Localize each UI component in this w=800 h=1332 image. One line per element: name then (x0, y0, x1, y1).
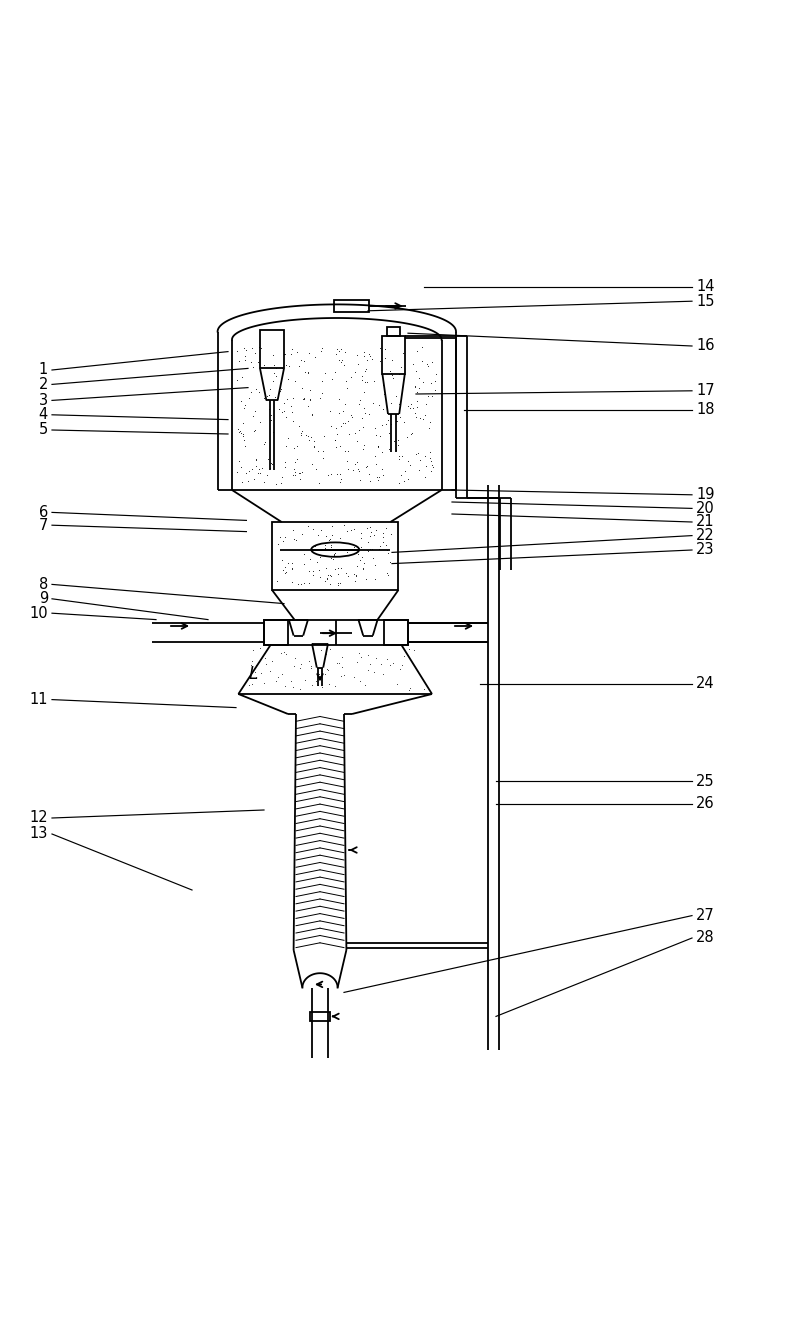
Text: 17: 17 (696, 384, 714, 398)
Bar (310, 1011, 330, 1022)
Bar (264, 619, 408, 645)
Text: 26: 26 (696, 797, 714, 811)
Text: L: L (248, 665, 258, 683)
Text: 16: 16 (696, 338, 714, 353)
Text: 20: 20 (696, 501, 714, 515)
Bar (260, 330, 284, 369)
Text: 11: 11 (30, 693, 48, 707)
Bar (382, 337, 405, 374)
Text: 22: 22 (696, 527, 714, 543)
Text: 4: 4 (38, 408, 48, 422)
Text: 15: 15 (696, 293, 714, 309)
Text: 23: 23 (696, 542, 714, 558)
Text: 8: 8 (38, 577, 48, 591)
Text: 7: 7 (38, 518, 48, 533)
Text: 19: 19 (696, 488, 714, 502)
Text: 28: 28 (696, 931, 714, 946)
Text: 10: 10 (30, 606, 48, 621)
Text: 12: 12 (30, 810, 48, 826)
Bar (264, 619, 288, 645)
Text: 14: 14 (696, 280, 714, 294)
Bar (272, 522, 398, 590)
Bar (334, 300, 369, 313)
Bar (387, 326, 400, 337)
Text: 2: 2 (38, 377, 48, 392)
Text: 24: 24 (696, 677, 714, 691)
Text: 25: 25 (696, 774, 714, 789)
Text: 3: 3 (39, 393, 48, 408)
Text: 5: 5 (38, 422, 48, 437)
Text: 27: 27 (696, 908, 714, 923)
Bar (384, 619, 408, 645)
Text: 21: 21 (696, 514, 714, 530)
Text: 9: 9 (38, 591, 48, 606)
Text: 18: 18 (696, 402, 714, 417)
Text: 6: 6 (38, 505, 48, 519)
Text: 13: 13 (30, 826, 48, 842)
Text: 1: 1 (38, 362, 48, 377)
